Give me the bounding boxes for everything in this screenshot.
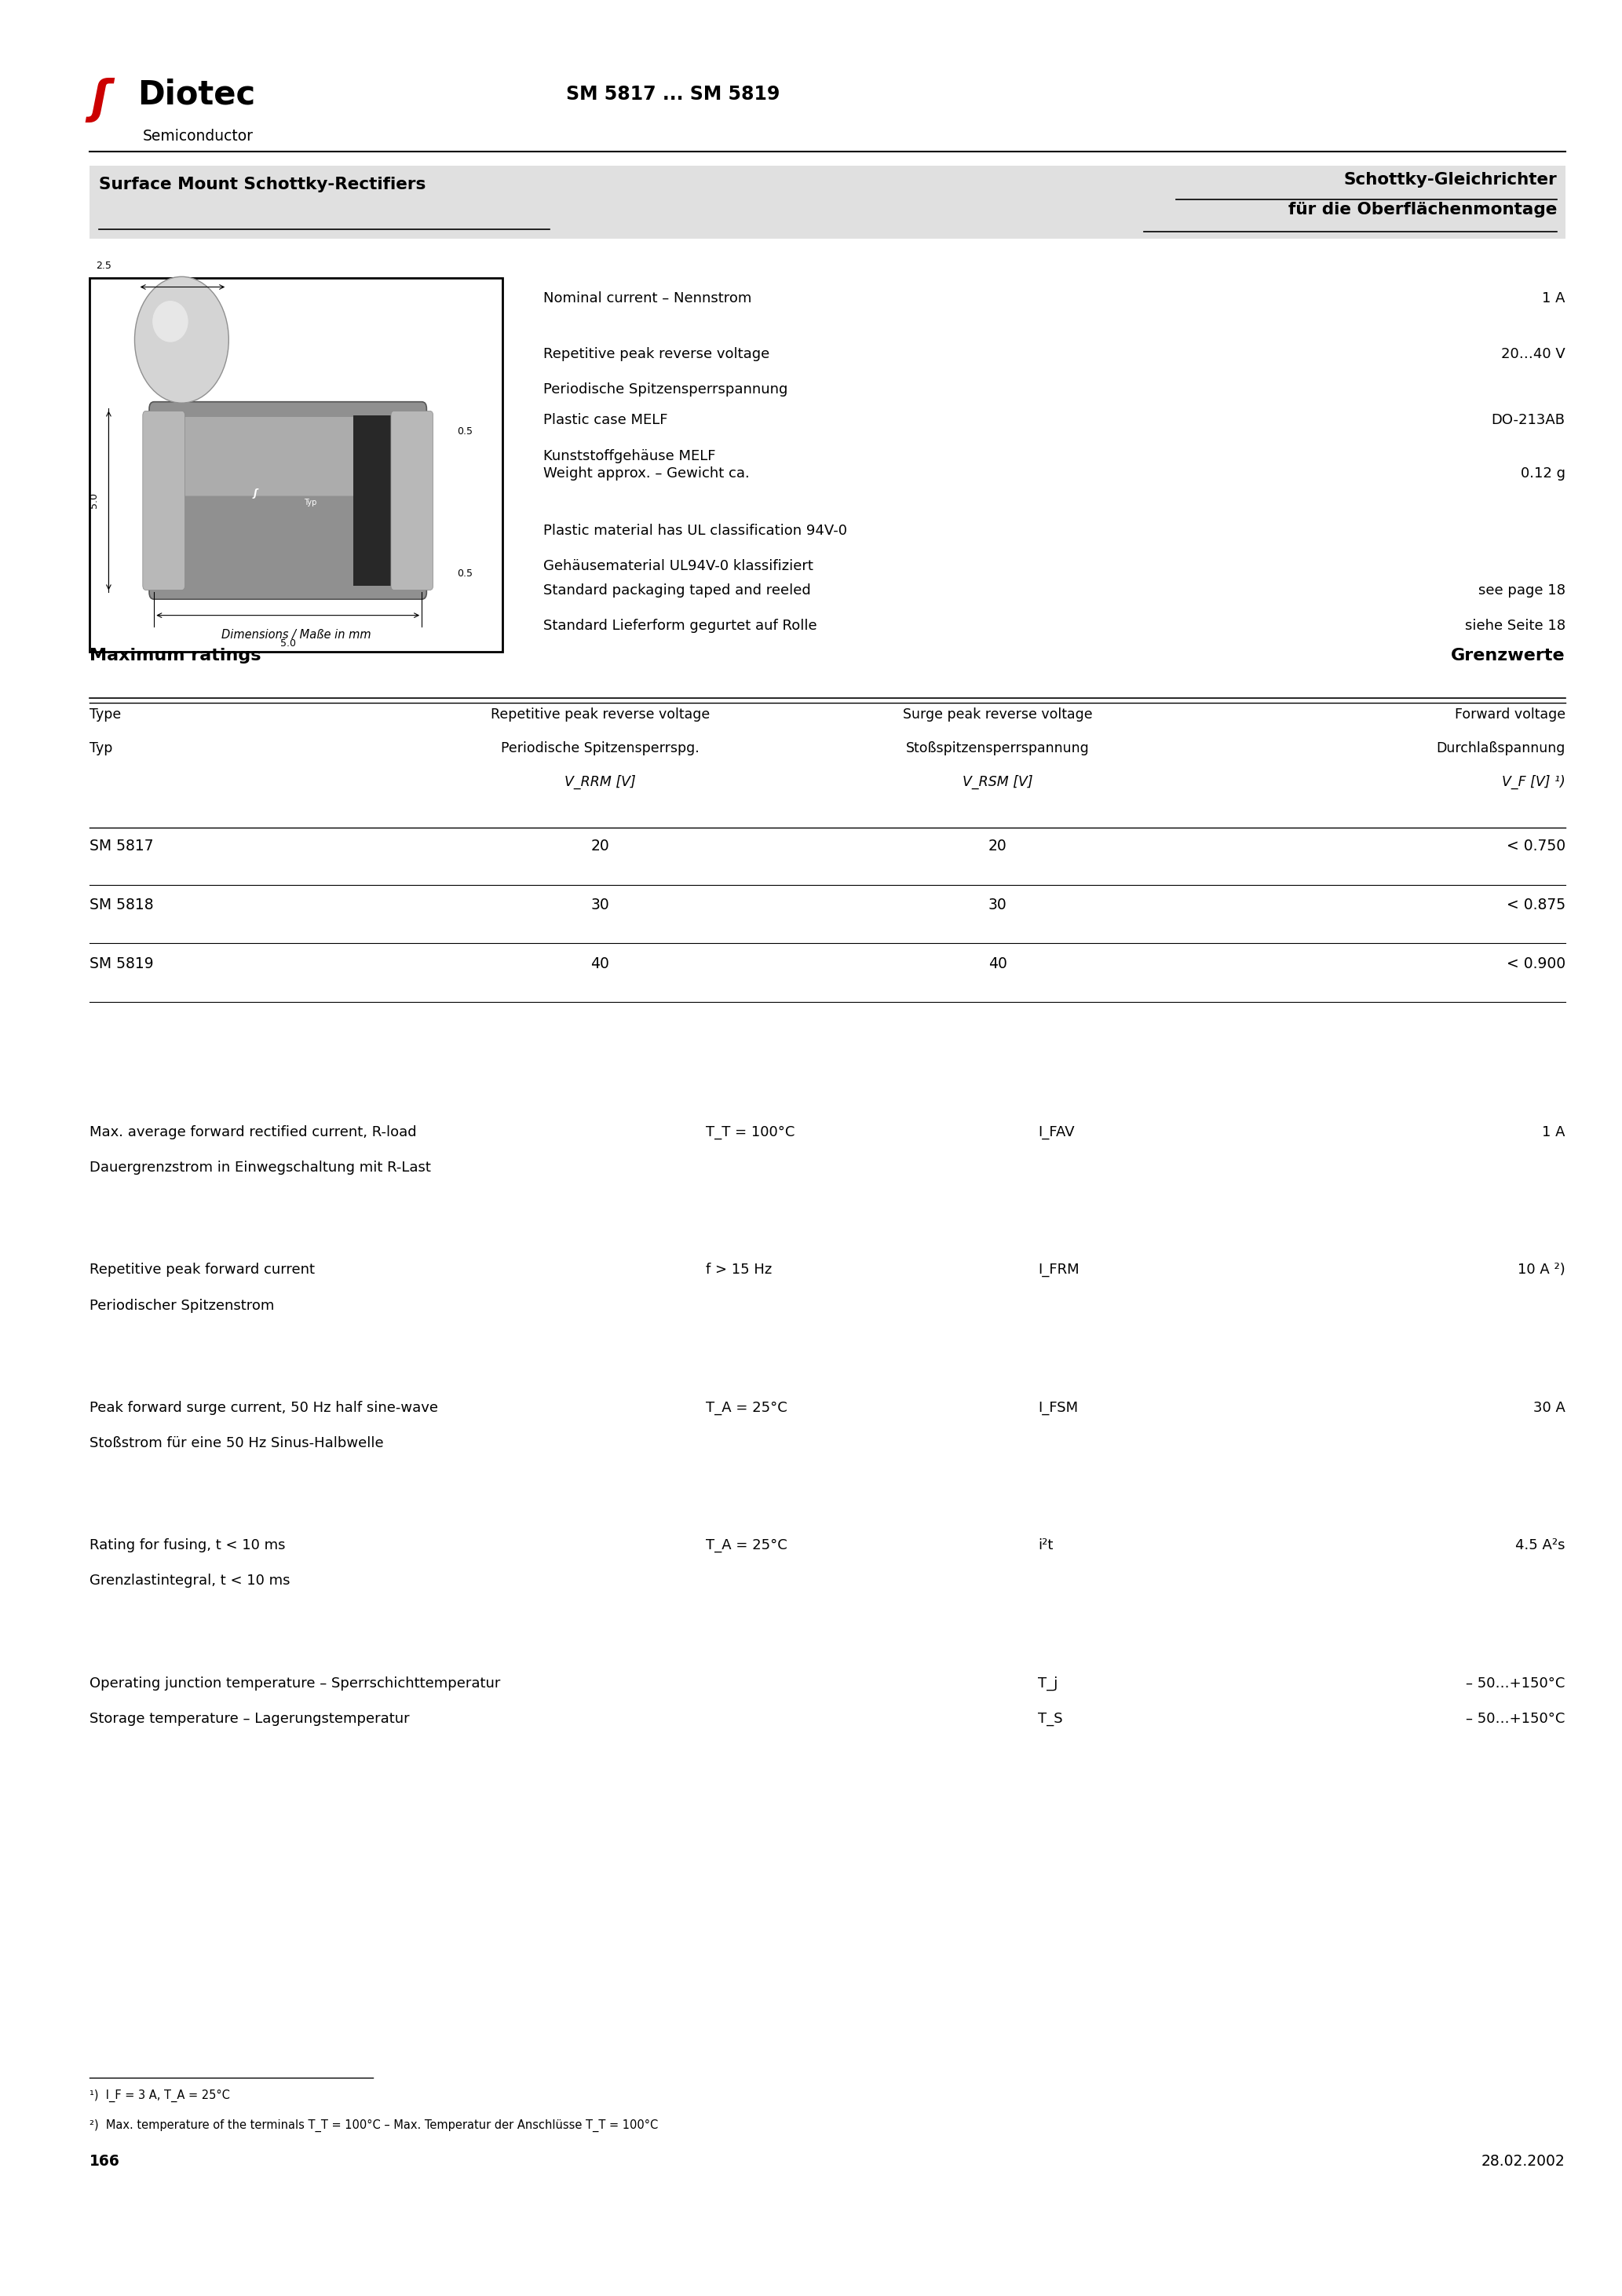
Text: f > 15 Hz: f > 15 Hz bbox=[706, 1263, 772, 1277]
Text: 1 A: 1 A bbox=[1543, 292, 1565, 305]
Text: ʃ: ʃ bbox=[253, 489, 258, 498]
Text: 28.02.2002: 28.02.2002 bbox=[1481, 2154, 1565, 2167]
Text: Repetitive peak reverse voltage: Repetitive peak reverse voltage bbox=[490, 707, 710, 721]
Text: T_S: T_S bbox=[1038, 1713, 1062, 1727]
Text: SM 5819: SM 5819 bbox=[89, 955, 154, 971]
Text: Repetitive peak forward current: Repetitive peak forward current bbox=[89, 1263, 315, 1277]
Text: – 50…+150°C: – 50…+150°C bbox=[1466, 1713, 1565, 1727]
Text: Kunststoffgehäuse MELF: Kunststoffgehäuse MELF bbox=[543, 448, 715, 464]
Text: Standard packaging taped and reeled: Standard packaging taped and reeled bbox=[543, 583, 811, 597]
Text: Typ: Typ bbox=[89, 742, 112, 755]
Text: T_A = 25°C: T_A = 25°C bbox=[706, 1401, 787, 1414]
Text: ¹)  I_F = 3 A, T_A = 25°C: ¹) I_F = 3 A, T_A = 25°C bbox=[89, 2089, 230, 2103]
Text: Nominal current – Nennstrom: Nominal current – Nennstrom bbox=[543, 292, 751, 305]
Text: V_RSM [V]: V_RSM [V] bbox=[962, 776, 1033, 790]
FancyBboxPatch shape bbox=[143, 411, 185, 590]
Text: Rating for fusing, t < 10 ms: Rating for fusing, t < 10 ms bbox=[89, 1538, 285, 1552]
Text: Storage temperature – Lagerungstemperatur: Storage temperature – Lagerungstemperatu… bbox=[89, 1713, 409, 1727]
Text: Periodische Spitzensperrspg.: Periodische Spitzensperrspg. bbox=[501, 742, 699, 755]
Text: < 0.750: < 0.750 bbox=[1507, 838, 1565, 854]
Bar bbox=[89, 278, 503, 652]
Text: I_FRM: I_FRM bbox=[1038, 1263, 1079, 1277]
Text: 30 A: 30 A bbox=[1533, 1401, 1565, 1414]
Text: Type: Type bbox=[89, 707, 120, 721]
Text: V_F [V] ¹): V_F [V] ¹) bbox=[1502, 776, 1565, 790]
Text: Peak forward surge current, 50 Hz half sine-wave: Peak forward surge current, 50 Hz half s… bbox=[89, 1401, 438, 1414]
Text: ʃ: ʃ bbox=[91, 78, 110, 122]
Text: Forward voltage: Forward voltage bbox=[1455, 707, 1565, 721]
Text: Max. average forward rectified current, R-load: Max. average forward rectified current, … bbox=[89, 1125, 417, 1139]
Text: i²t: i²t bbox=[1038, 1538, 1053, 1552]
Text: Weight approx. – Gewicht ca.: Weight approx. – Gewicht ca. bbox=[543, 466, 749, 480]
Text: Stoßspitzensperrspannung: Stoßspitzensperrspannung bbox=[905, 742, 1090, 755]
Text: 0.12 g: 0.12 g bbox=[1520, 466, 1565, 480]
Text: 30: 30 bbox=[988, 898, 1007, 912]
Text: V_RRM [V]: V_RRM [V] bbox=[564, 776, 636, 790]
Text: Stoßstrom für eine 50 Hz Sinus-Halbwelle: Stoßstrom für eine 50 Hz Sinus-Halbwelle bbox=[89, 1437, 383, 1451]
Text: Operating junction temperature – Sperrschichttemperatur: Operating junction temperature – Sperrsc… bbox=[89, 1676, 500, 1690]
Text: 5.0: 5.0 bbox=[281, 638, 295, 647]
Text: Dimensions / Maße in mm: Dimensions / Maße in mm bbox=[221, 629, 371, 641]
Text: 2.5: 2.5 bbox=[96, 262, 112, 271]
Text: Schottky-Gleichrichter: Schottky-Gleichrichter bbox=[1343, 172, 1557, 188]
Bar bbox=[354, 416, 415, 585]
Text: SM 5817: SM 5817 bbox=[89, 838, 154, 854]
Text: Durchlaßspannung: Durchlaßspannung bbox=[1435, 742, 1565, 755]
Text: Plastic material has UL classification 94V-0: Plastic material has UL classification 9… bbox=[543, 523, 847, 537]
Text: I_FAV: I_FAV bbox=[1038, 1125, 1075, 1139]
Text: für die Oberflächenmontage: für die Oberflächenmontage bbox=[1288, 202, 1557, 218]
Text: 0.5: 0.5 bbox=[457, 569, 474, 579]
Text: 5.0: 5.0 bbox=[89, 494, 99, 507]
FancyBboxPatch shape bbox=[391, 411, 433, 590]
Text: 20: 20 bbox=[988, 838, 1007, 854]
Text: < 0.875: < 0.875 bbox=[1507, 898, 1565, 912]
Text: 40: 40 bbox=[988, 955, 1007, 971]
Text: I_FSM: I_FSM bbox=[1038, 1401, 1079, 1414]
Text: Periodische Spitzensperrspannung: Periodische Spitzensperrspannung bbox=[543, 381, 788, 397]
Text: Grenzwerte: Grenzwerte bbox=[1452, 647, 1565, 664]
FancyBboxPatch shape bbox=[159, 418, 417, 496]
Text: Typ: Typ bbox=[305, 498, 316, 507]
Text: 40: 40 bbox=[590, 955, 610, 971]
Text: – 50…+150°C: – 50…+150°C bbox=[1466, 1676, 1565, 1690]
Text: Repetitive peak reverse voltage: Repetitive peak reverse voltage bbox=[543, 347, 770, 360]
Text: Diotec: Diotec bbox=[138, 78, 256, 110]
Text: ²)  Max. temperature of the terminals T_T = 100°C – Max. Temperatur der Anschlüs: ²) Max. temperature of the terminals T_T… bbox=[89, 2119, 659, 2133]
Text: T_T = 100°C: T_T = 100°C bbox=[706, 1125, 795, 1139]
Text: see page 18: see page 18 bbox=[1478, 583, 1565, 597]
Text: 20: 20 bbox=[590, 838, 610, 854]
Text: 0.5: 0.5 bbox=[457, 427, 474, 436]
Text: Grenzlastintegral, t < 10 ms: Grenzlastintegral, t < 10 ms bbox=[89, 1575, 290, 1589]
FancyBboxPatch shape bbox=[149, 402, 427, 599]
Text: 30: 30 bbox=[590, 898, 610, 912]
Text: Standard Lieferform gegurtet auf Rolle: Standard Lieferform gegurtet auf Rolle bbox=[543, 620, 817, 634]
Text: Periodischer Spitzenstrom: Periodischer Spitzenstrom bbox=[89, 1300, 274, 1313]
Text: Maximum ratings: Maximum ratings bbox=[89, 647, 261, 664]
Text: Plastic case MELF: Plastic case MELF bbox=[543, 413, 668, 427]
Text: SM 5818: SM 5818 bbox=[89, 898, 154, 912]
Text: 10 A ²): 10 A ²) bbox=[1518, 1263, 1565, 1277]
Text: T_A = 25°C: T_A = 25°C bbox=[706, 1538, 787, 1552]
Text: DO-213AB: DO-213AB bbox=[1492, 413, 1565, 427]
Text: Surface Mount Schottky-Rectifiers: Surface Mount Schottky-Rectifiers bbox=[99, 177, 427, 193]
Ellipse shape bbox=[152, 301, 188, 342]
Text: < 0.900: < 0.900 bbox=[1507, 955, 1565, 971]
Text: Dauergrenzstrom in Einwegschaltung mit R-Last: Dauergrenzstrom in Einwegschaltung mit R… bbox=[89, 1162, 430, 1176]
Text: T_j: T_j bbox=[1038, 1676, 1058, 1690]
Text: Surge peak reverse voltage: Surge peak reverse voltage bbox=[903, 707, 1092, 721]
Text: Gehäusematerial UL94V-0 klassifiziert: Gehäusematerial UL94V-0 klassifiziert bbox=[543, 558, 813, 574]
Text: siehe Seite 18: siehe Seite 18 bbox=[1465, 620, 1565, 634]
Ellipse shape bbox=[135, 278, 229, 404]
Text: 1 A: 1 A bbox=[1543, 1125, 1565, 1139]
Text: 20…40 V: 20…40 V bbox=[1500, 347, 1565, 360]
Text: 166: 166 bbox=[89, 2154, 120, 2167]
Text: Semiconductor: Semiconductor bbox=[143, 129, 253, 142]
Text: SM 5817 ... SM 5819: SM 5817 ... SM 5819 bbox=[566, 85, 780, 103]
Bar bbox=[89, 165, 1565, 239]
Text: 4.5 A²s: 4.5 A²s bbox=[1515, 1538, 1565, 1552]
